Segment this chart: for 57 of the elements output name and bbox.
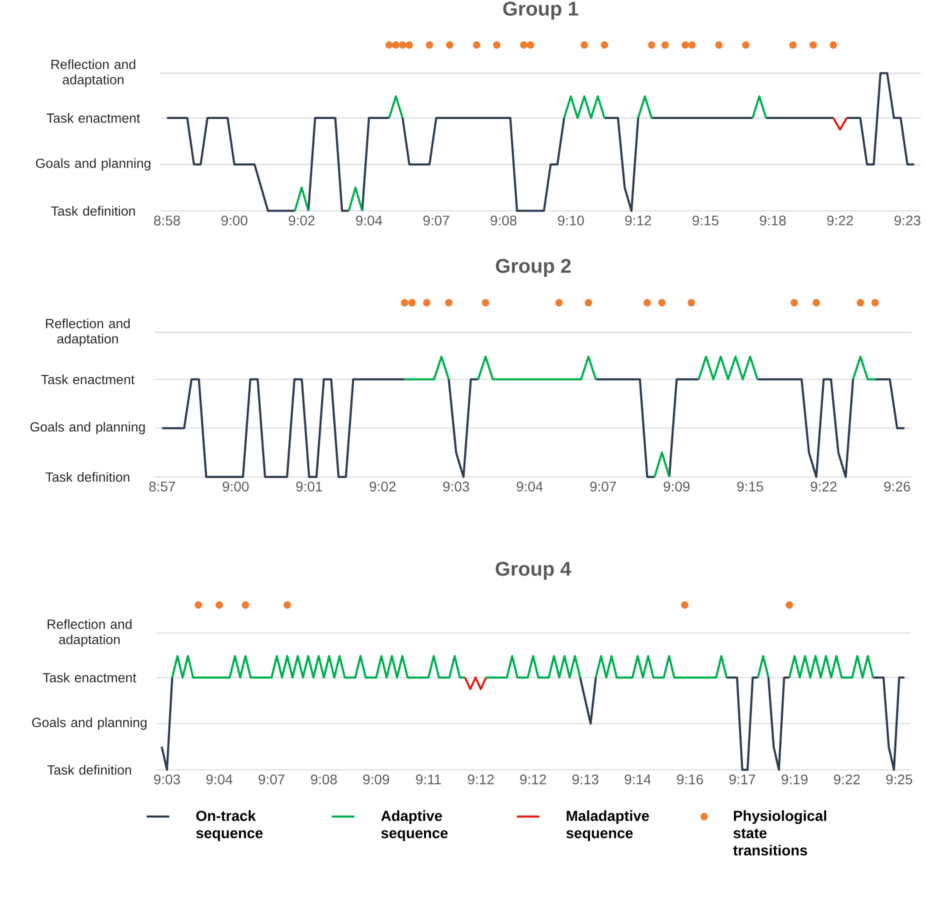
x-tick-label: 9:09: [363, 774, 390, 784]
x-tick-label: 9:04: [356, 216, 382, 226]
ref-line-label: Goals and planning: [36, 158, 150, 171]
chart-title: Group 1: [503, 2, 578, 20]
x-tick-label: 9:22: [827, 216, 853, 226]
x-tick-label: 9:15: [737, 482, 764, 492]
ref-line-label: Task definition: [47, 764, 132, 775]
x-tick-label: 9:00: [222, 482, 249, 492]
x-tick-label: 9:04: [516, 482, 543, 492]
x-tick-label: 9:03: [443, 482, 470, 492]
x-tick-label: 8:57: [149, 482, 175, 492]
x-tick-label: 9:12: [520, 774, 546, 784]
x-tick-label: 9:22: [834, 774, 860, 784]
x-tick-label: 9:03: [154, 774, 180, 784]
chart-title: Group 2: [496, 258, 571, 277]
ref-line-label: Goals and planning: [32, 717, 147, 730]
x-tick-label: 9:12: [468, 774, 494, 784]
x-tick-label: 8:58: [154, 216, 180, 226]
x-tick-label: 9:02: [370, 482, 396, 492]
x-tick-label: 9:07: [423, 216, 450, 226]
ref-line-label: Reflection and adaptation: [46, 318, 130, 346]
ref-line-label: Task definition: [51, 206, 135, 216]
x-tick-label: 9:22: [810, 482, 837, 492]
x-tick-label: 9:08: [310, 774, 337, 784]
legend-label: Physiological state transitions: [733, 810, 826, 856]
x-tick-label: 9:08: [490, 216, 517, 226]
chart-title: Group 4: [496, 562, 572, 580]
ref-line-label: Task definition: [46, 472, 130, 482]
ref-line-label: Task enactment: [46, 113, 140, 123]
legend-label: Maladaptive sequence: [566, 810, 649, 842]
legend-label: On-track sequence: [196, 810, 263, 842]
x-tick-label: 9:18: [760, 216, 786, 226]
legend-label: Adaptive sequence: [381, 810, 448, 842]
x-tick-label: 9:04: [206, 774, 232, 784]
x-tick-label: 9:14: [624, 774, 651, 784]
x-tick-label: 9:12: [625, 216, 652, 226]
ref-line-label: Reflection and adaptation: [48, 619, 132, 647]
x-tick-label: 9:23: [894, 216, 920, 226]
x-tick-label: 9:15: [692, 216, 718, 226]
x-tick-label: 9:16: [677, 774, 703, 784]
x-tick-label: 9:25: [886, 774, 912, 784]
x-tick-label: 9:01: [296, 482, 322, 492]
x-tick-label: 9:09: [664, 482, 690, 492]
ref-line-label: Reflection and adaptation: [52, 59, 136, 88]
x-tick-label: 9:19: [782, 774, 808, 784]
x-tick-label: 9:07: [258, 774, 284, 784]
x-tick-label: 9:10: [558, 216, 584, 226]
ref-line-label: Goals and planning: [30, 422, 145, 434]
ref-line-label: Task enactment: [41, 374, 135, 384]
x-tick-label: 9:07: [590, 482, 616, 492]
x-tick-label: 9:26: [884, 482, 910, 492]
x-tick-label: 9:00: [221, 216, 248, 226]
x-tick-label: 9:13: [572, 774, 598, 784]
x-tick-label: 9:11: [416, 774, 441, 784]
x-tick-label: 9:17: [729, 774, 756, 784]
ref-line-label: Task enactment: [42, 672, 136, 682]
x-tick-label: 9:02: [288, 216, 314, 226]
